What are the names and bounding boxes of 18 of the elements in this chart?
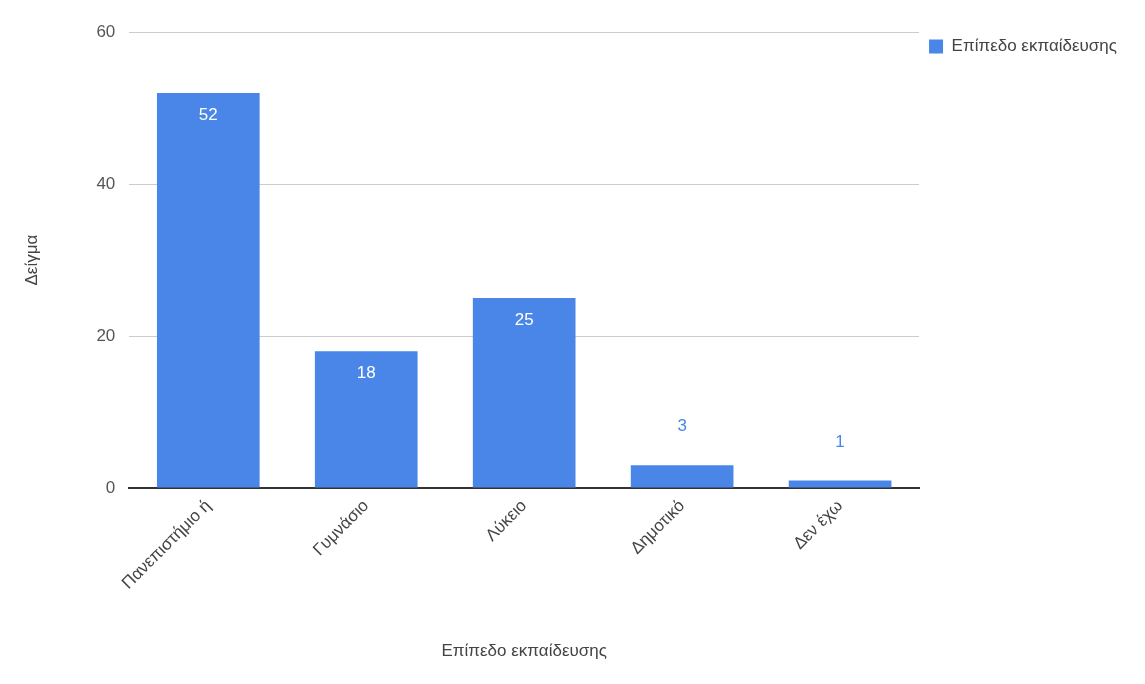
y-tick-label: 40 bbox=[96, 173, 116, 193]
legend-label: Επίπεδο εκπαίδευσης bbox=[951, 36, 1118, 56]
data-label: 18 bbox=[356, 363, 376, 383]
data-label: 3 bbox=[677, 416, 687, 436]
y-tick-label: 0 bbox=[105, 477, 116, 497]
data-label: 1 bbox=[835, 431, 845, 451]
x-axis-title: Επίπεδο εκπαίδευσης bbox=[441, 641, 607, 661]
y-tick-label: 20 bbox=[96, 325, 116, 345]
bar bbox=[630, 465, 734, 488]
y-axis-title: Δείγμα bbox=[21, 234, 41, 286]
bar bbox=[156, 92, 260, 488]
bar bbox=[788, 480, 892, 488]
data-label: 25 bbox=[514, 310, 534, 330]
bar bbox=[314, 351, 418, 488]
y-tick-label: 60 bbox=[96, 21, 116, 41]
bar bbox=[472, 298, 576, 488]
x-tick-label: Δεν έχω bbox=[789, 495, 847, 553]
data-label: 52 bbox=[198, 105, 218, 125]
